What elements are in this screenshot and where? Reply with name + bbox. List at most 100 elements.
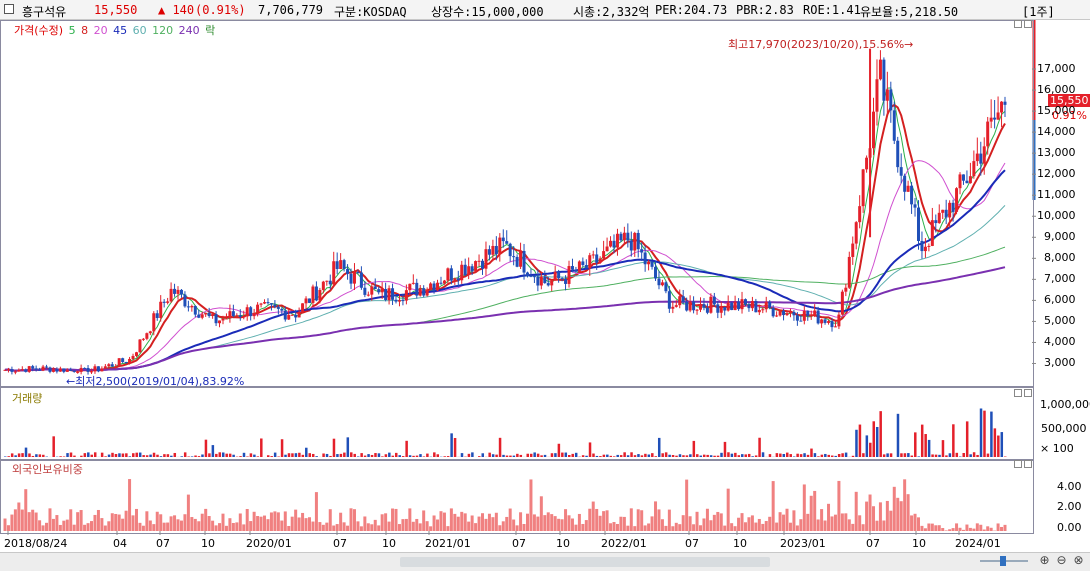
volume-bar [731,454,734,457]
foreign-bar [758,519,761,531]
volume-bar [658,438,661,457]
volume-bar [260,438,263,457]
foreign-min-button[interactable] [1014,460,1022,468]
candle-body [197,315,200,318]
foreign-bar [215,525,218,531]
volume-bars [4,408,1007,457]
volume-bar [942,440,945,457]
volume-bar [367,454,370,457]
volume-bar [928,440,931,457]
candle-body [789,312,792,313]
candle-body [709,297,712,313]
foreign-bar [97,510,100,531]
volume-bar [997,436,1000,457]
foreign-bar [682,515,685,531]
foreign-bar [962,530,965,531]
panel-min-button[interactable] [1014,20,1022,28]
foreign-bar [187,495,190,531]
volume-bar [28,453,31,457]
volume-min-button[interactable] [1014,389,1022,397]
volume-bar [852,456,855,457]
candle-body [422,288,425,295]
candle-body [837,315,840,327]
candle-body [993,118,996,120]
foreign-bar [311,522,314,531]
volume-bar [938,455,941,457]
candle-body [415,283,418,296]
volume-bar [142,455,145,457]
foreign-bar [152,524,155,531]
candle-body [190,306,193,307]
panel-close-button[interactable] [1024,20,1032,28]
candle-body [768,302,771,308]
volume-bar [610,456,613,457]
volume-bar [180,456,183,457]
volume-bar [987,454,990,457]
scroll-thumb[interactable] [400,557,770,567]
foreign-bar [343,522,346,531]
volume-bar [395,453,398,457]
foreign-bar [578,514,581,531]
candle-body [495,246,498,254]
candle-body [446,268,449,280]
legend-ma240: 240 [179,24,200,37]
volume-bar [803,453,806,457]
volume-bar [205,440,208,457]
foreign-bar [640,510,643,531]
candle-body [125,362,128,363]
volume-bar [284,455,287,457]
volume-bar [994,428,997,457]
volume-bar [111,453,114,457]
volume-bar [63,456,66,457]
candle-body [516,257,519,267]
y-tick-label: 7,000 [1044,272,1076,285]
volume-bar [381,456,384,457]
foreign-bar [709,520,712,531]
candle-body [339,260,342,269]
candle-body [509,244,512,256]
candle-body [761,309,764,310]
foreign-bar [526,514,529,531]
foreign-bar [232,523,235,531]
foreign-bar [190,517,193,531]
candle-body [900,167,903,176]
candle-body [156,313,159,318]
chart-scrollbar[interactable] [0,552,1090,571]
foreign-close-button[interactable] [1024,460,1032,468]
foreign-bar [772,481,775,531]
volume-bar [163,454,166,457]
volume-bar [295,453,298,457]
foreign-bar [201,514,204,531]
x-tick-label: 2023/01 [780,537,826,550]
zoom-reset-icon[interactable]: ⊗ [1071,553,1086,568]
price-legend: 가격(수정) 5 8 20 45 60 120 240 락 [14,22,217,38]
candle-body [692,302,695,311]
y-tick-label: 4,000 [1044,335,1076,348]
candle-body [460,265,463,280]
volume-bar [873,421,876,457]
volume-close-button[interactable] [1024,389,1032,397]
candle-body [927,246,930,247]
candle-body [62,368,65,371]
zoom-in-icon[interactable]: ⊕ [1037,553,1052,568]
volume-bar [229,454,232,457]
foreign-bar [889,511,892,531]
volume-bar [637,454,640,457]
candle-body [221,319,224,321]
candle-body [7,369,10,370]
x-tick-label: 2018/08/24 [4,537,67,550]
volume-bar [876,427,879,457]
volume-bar [225,454,228,457]
volume-bar [990,412,993,457]
zoom-slider-handle[interactable] [1000,556,1006,566]
candle-body [398,300,401,301]
candle-body [630,240,633,250]
volume-bar [495,455,498,457]
candle-body [619,234,622,240]
zoom-out-icon[interactable]: ⊖ [1054,553,1069,568]
candle-body [232,311,235,316]
candle-body [152,313,155,331]
volume-bar [246,456,249,457]
volume-bar [530,454,533,457]
candle-body [959,174,962,188]
